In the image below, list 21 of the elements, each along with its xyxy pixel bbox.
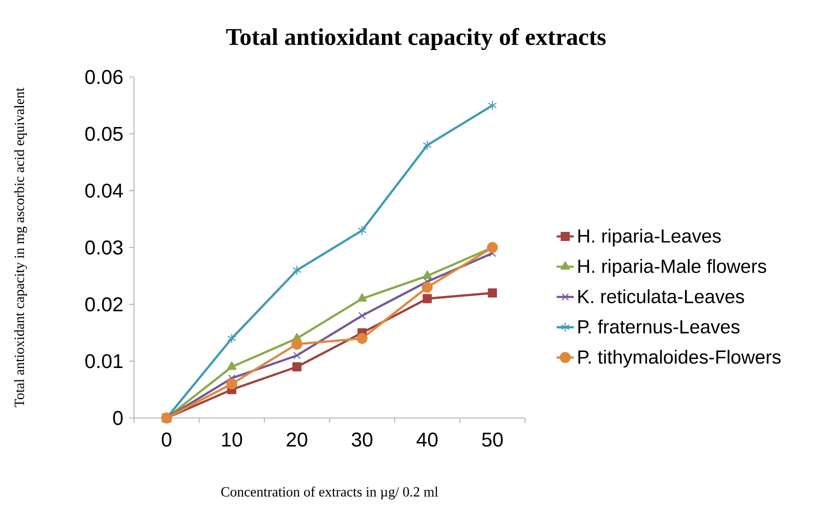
y-axis-title: Total antioxidant capacity in mg ascorbic acid equivalent (14, 88, 27, 408)
x-axis-title: Concentration of extracts in µg/ 0.2 ml (221, 486, 438, 500)
x-tick-label: 50 (482, 432, 503, 447)
x-tick-label: 30 (352, 432, 372, 447)
y-tick-label: 0.03 (85, 240, 123, 255)
legend-label: H. riparia-Male flowers (578, 259, 766, 277)
legend-label: P. tithymaloides-Flowers (578, 350, 781, 368)
y-tick-label: 0.01 (85, 354, 122, 368)
legend-label: P. fraternus-Leaves (578, 320, 740, 334)
x-tick-label: 40 (416, 432, 438, 447)
chart-title: Total antioxidant capacity of extracts (226, 28, 606, 50)
y-tick-label: 0.02 (85, 297, 122, 312)
x-tick-label: 20 (286, 432, 308, 447)
x-tick-label: 10 (222, 432, 242, 447)
x-tick-label: 0 (162, 432, 172, 447)
y-tick-label: 0.05 (85, 126, 123, 141)
legend-label: H. riparia-Leaves (578, 228, 721, 246)
y-tick-label: 0.04 (85, 184, 123, 198)
y-tick-label: 0.06 (85, 70, 123, 84)
y-tick-label: 0 (113, 410, 123, 426)
legend-label: K. reticulata-Leaves (578, 289, 744, 304)
